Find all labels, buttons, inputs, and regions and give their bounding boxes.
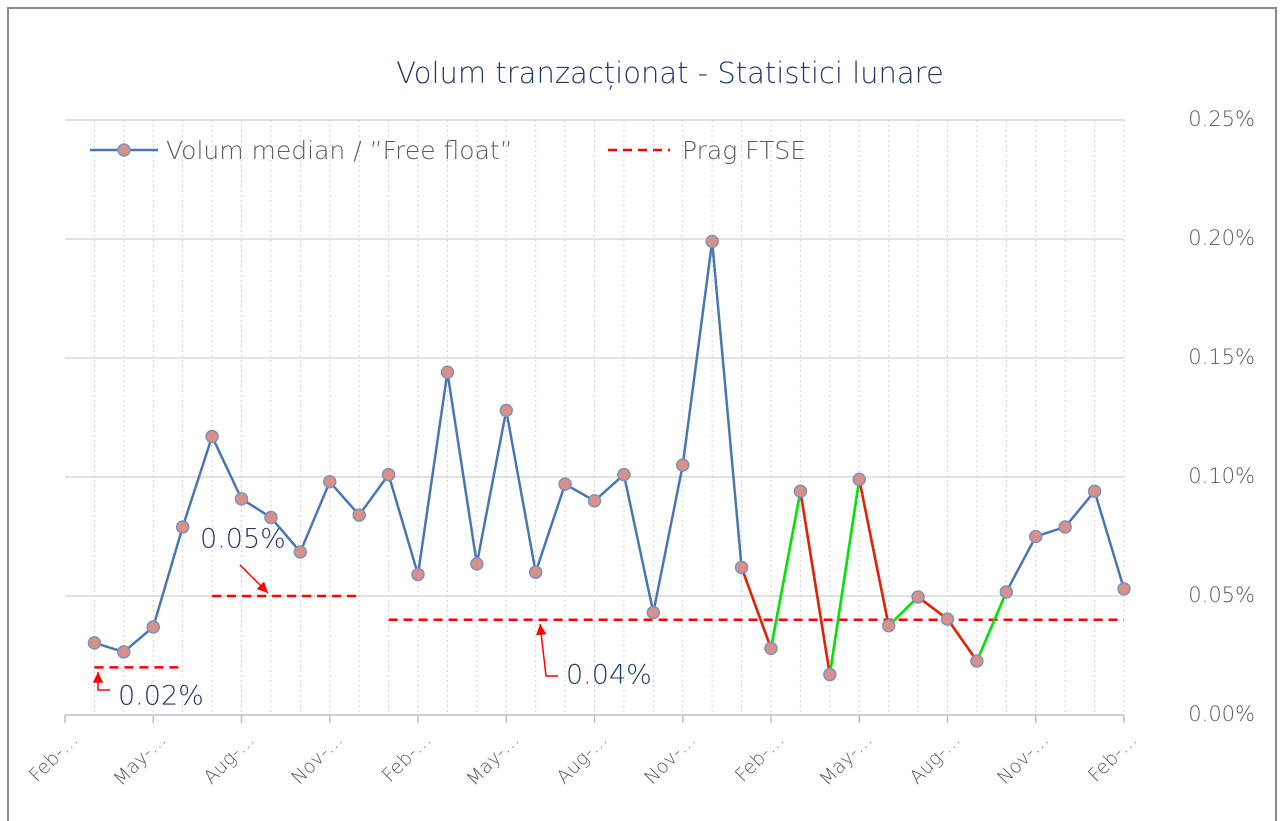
data-point [293, 545, 308, 559]
data-point [999, 585, 1014, 599]
data-point [734, 560, 749, 575]
highlight-segment [858, 479, 890, 626]
annotation: 0.05% [200, 524, 286, 555]
annotation-arrowhead [536, 624, 547, 636]
data-point [911, 590, 925, 604]
data-point [970, 654, 984, 668]
highlight-segment [887, 596, 919, 627]
data-point [264, 510, 278, 525]
y-tick-label: 0.10% [1188, 464, 1255, 488]
data-point [1029, 529, 1043, 544]
data-point [793, 484, 808, 499]
data-point [617, 467, 631, 482]
data-point [528, 565, 543, 579]
data-point [87, 636, 102, 650]
data-point [823, 667, 837, 682]
annotation-arrow [539, 623, 558, 677]
legend-label: Volum median / ”Free float” [166, 136, 513, 165]
data-point [705, 234, 719, 249]
data-point [146, 620, 160, 634]
data-point [764, 641, 778, 656]
data-point [175, 520, 190, 534]
data-point [587, 494, 602, 508]
annotation-arrowhead [92, 672, 104, 683]
highlight-segment [828, 479, 861, 675]
data-point [940, 612, 955, 626]
data-point [470, 557, 484, 571]
annotation: 0.04% [566, 660, 652, 691]
annotation: 0.02% [118, 681, 204, 712]
data-point [234, 492, 249, 506]
highlight-segment [769, 491, 802, 649]
legend-marker [117, 143, 131, 157]
data-point [411, 567, 425, 582]
highlight-segment [740, 567, 773, 649]
data-point [117, 645, 131, 659]
highlight-segment [799, 491, 832, 675]
data-point [881, 619, 896, 633]
data-point [646, 605, 661, 620]
data-point [323, 475, 337, 489]
y-tick-label: 0.05% [1188, 583, 1255, 607]
data-point [352, 508, 366, 522]
data-point [676, 458, 690, 472]
highlight-segment [946, 618, 978, 662]
data-point [499, 403, 513, 418]
y-tick-label: 0.20% [1188, 226, 1255, 250]
y-tick-label: 0.00% [1188, 702, 1255, 726]
chart-title: Volum tranzacționat - Statistici lunare [396, 56, 944, 90]
y-tick-label: 0.25% [1188, 107, 1255, 131]
data-point [1087, 484, 1102, 499]
data-point [381, 467, 396, 482]
data-point [1117, 582, 1131, 596]
data-point [558, 477, 572, 491]
data-point [205, 429, 219, 444]
highlight-segment [975, 591, 1008, 662]
annotation-arrowhead [256, 581, 268, 593]
y-tick-label: 0.15% [1188, 345, 1255, 369]
legend-label: Prag FTSE [682, 136, 806, 165]
data-point [1058, 520, 1072, 534]
data-point [440, 365, 455, 380]
data-point [852, 472, 866, 487]
